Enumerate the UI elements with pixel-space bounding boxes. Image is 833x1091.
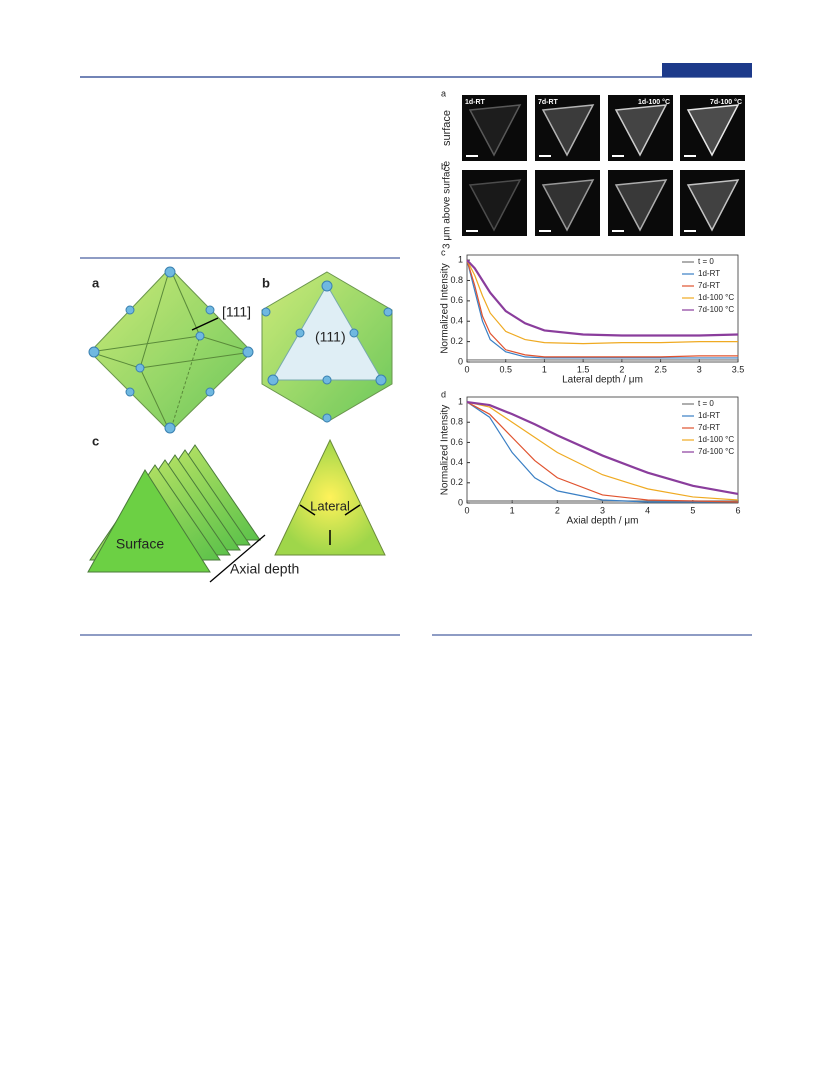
- y-tick-label: 0.4: [450, 457, 463, 467]
- x-tick-label: 2.5: [654, 364, 667, 374]
- x-tick-label: 3: [600, 505, 605, 515]
- arrows: [299, 504, 361, 545]
- micrograph-label: 7d-RT: [538, 99, 559, 106]
- y-axis-label: Normalized Intensity: [440, 263, 451, 354]
- plane-label: (111): [315, 329, 346, 345]
- surface-label: Surface: [116, 536, 164, 552]
- crystal: [468, 179, 522, 232]
- vertex-dots: [261, 280, 393, 423]
- x-tick-label: 1: [510, 505, 515, 515]
- y-tick-label: 0.8: [450, 275, 463, 285]
- micrographs: a b surface 3 μm above surface 1d-RT 7d-R…: [441, 88, 745, 249]
- series-line: [466, 401, 739, 503]
- lateral-triangle: [274, 438, 386, 556]
- series-line: [466, 401, 739, 501]
- panel-label: b: [262, 275, 270, 290]
- y-tick-label: 0.8: [450, 417, 463, 427]
- panel-label: a: [92, 275, 100, 290]
- panel-label: b: [441, 161, 446, 171]
- series-line: [466, 259, 738, 358]
- legend-label: 7d-100 °C: [698, 447, 734, 456]
- vertex-dots: [88, 266, 254, 434]
- y-tick-label: 0.6: [450, 437, 463, 447]
- legend-label: 1d-RT: [698, 411, 720, 420]
- legend-label: t = 0: [698, 257, 714, 266]
- legend-label: 1d-100 °C: [698, 293, 734, 302]
- panel-label: c: [92, 433, 99, 448]
- series-line: [466, 259, 738, 359]
- direction-label: [111]: [222, 304, 251, 320]
- panel-label: c: [441, 247, 446, 257]
- stacked-slices: [87, 444, 261, 573]
- y-tick-label: 0.4: [450, 316, 463, 326]
- x-tick-label: 0.5: [499, 364, 512, 374]
- legend-label: 1d-100 °C: [698, 435, 734, 444]
- series-line: [466, 259, 739, 337]
- x-tick-label: 0: [464, 505, 469, 515]
- panel-label: d: [441, 389, 446, 399]
- legend-label: 7d-100 °C: [698, 305, 734, 314]
- x-tick-label: 1.5: [577, 364, 590, 374]
- crystal: [686, 179, 740, 232]
- panel-label: a: [441, 88, 446, 98]
- axial-label: Axial depth: [230, 561, 299, 577]
- y-tick-label: 0.2: [450, 477, 463, 487]
- header-tab: [662, 63, 752, 77]
- micrograph-label: 1d-RT: [465, 99, 486, 106]
- x-tick-label: 6: [735, 505, 740, 515]
- left-figure: a b c [111] (111) Surface Lateral Axial …: [87, 266, 393, 583]
- x-tick-label: 3.5: [732, 364, 745, 374]
- crystal: [686, 104, 740, 157]
- legend-label: 7d-RT: [698, 423, 720, 432]
- y-tick-label: 0: [458, 497, 463, 507]
- x-tick-label: 2: [555, 505, 560, 515]
- crystal: [614, 179, 668, 232]
- x-tick-label: 0: [464, 364, 469, 374]
- lateral-label: Lateral: [310, 498, 350, 513]
- x-tick-label: 2: [619, 364, 624, 374]
- row-label: 3 μm above surface: [442, 161, 453, 249]
- arrow: [209, 534, 266, 583]
- y-tick-label: 0: [458, 356, 463, 366]
- legend-label: 1d-RT: [698, 269, 720, 278]
- y-tick-label: 1: [458, 254, 463, 264]
- edge: [169, 267, 201, 337]
- row-label: surface: [441, 110, 453, 146]
- edge: [169, 335, 201, 433]
- y-axis-label: Normalized Intensity: [440, 405, 451, 496]
- y-tick-label: 0.2: [450, 336, 463, 346]
- x-tick-label: 4: [645, 505, 650, 515]
- y-tick-label: 0.6: [450, 295, 463, 305]
- series-line: [466, 401, 738, 503]
- crystal: [541, 179, 595, 232]
- x-tick-label: 5: [690, 505, 695, 515]
- legend-label: t = 0: [698, 399, 714, 408]
- crystal: [468, 104, 522, 157]
- micrograph-label: 1d-100 °C: [638, 98, 670, 106]
- chart: d 0 1 2 3 4 5 6 0 0.2 0.4 0.6 0.8 1 Axial depth / μm No…: [440, 389, 741, 526]
- crystal: [541, 104, 595, 157]
- plot-frame: [466, 254, 739, 363]
- arrow: [191, 317, 219, 331]
- x-tick-label: 1: [542, 364, 547, 374]
- legend-label: 7d-RT: [698, 281, 720, 290]
- crystal: [614, 104, 668, 157]
- series-line: [466, 259, 738, 345]
- chart: c 0 0.5 1 1.5 2 2.5 3 3.5 0 0.2 0.4 0.6 0.8 1 Lateral d…: [440, 247, 745, 385]
- micrograph-label: 7d-100 °C: [710, 98, 742, 106]
- y-tick-label: 1: [458, 396, 463, 406]
- series-line: [466, 400, 739, 495]
- x-tick-label: 3: [697, 364, 702, 374]
- x-axis-label: Lateral depth / μm: [562, 375, 643, 386]
- x-axis-label: Axial depth / μm: [567, 516, 639, 527]
